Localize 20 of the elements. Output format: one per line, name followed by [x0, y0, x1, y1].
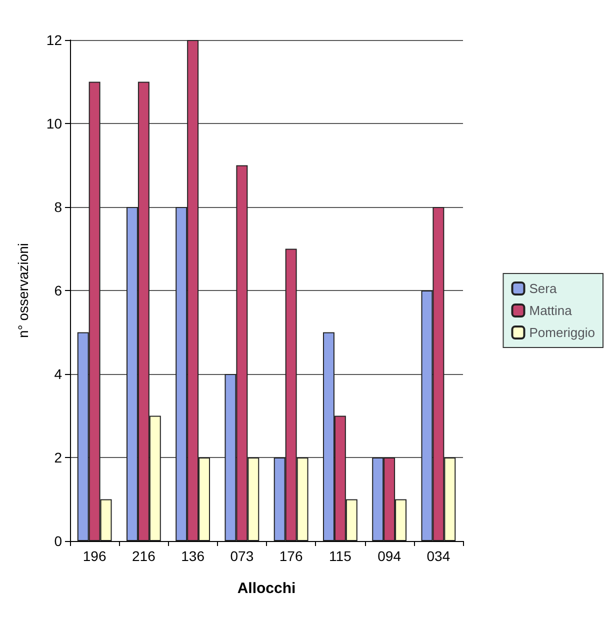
y-tick-label: 12	[46, 32, 62, 48]
x-tick-label: 176	[279, 548, 303, 564]
x-tick-label: 115	[329, 548, 352, 564]
legend-label: Mattina	[529, 303, 573, 318]
x-tick-label: 094	[378, 548, 402, 564]
y-tick-label: 6	[54, 282, 62, 298]
x-tick-label: 196	[82, 548, 106, 564]
y-axis-title: n° osservazioni	[15, 242, 31, 338]
x-tick-label: 216	[132, 548, 156, 564]
x-axis-title: Allocchi	[237, 580, 296, 597]
y-tick-label: 4	[54, 366, 62, 382]
legend-label: Pomeriggio	[529, 325, 596, 340]
x-tick-label: 073	[230, 548, 254, 564]
y-tick-label: 10	[46, 116, 62, 132]
legend-label: Sera	[529, 281, 558, 296]
y-tick-label: 2	[54, 450, 62, 466]
x-tick-label: 136	[181, 548, 205, 564]
x-tick-label: 034	[426, 548, 450, 564]
y-tick-label: 8	[54, 199, 62, 215]
y-tick-label: 0	[54, 533, 62, 549]
